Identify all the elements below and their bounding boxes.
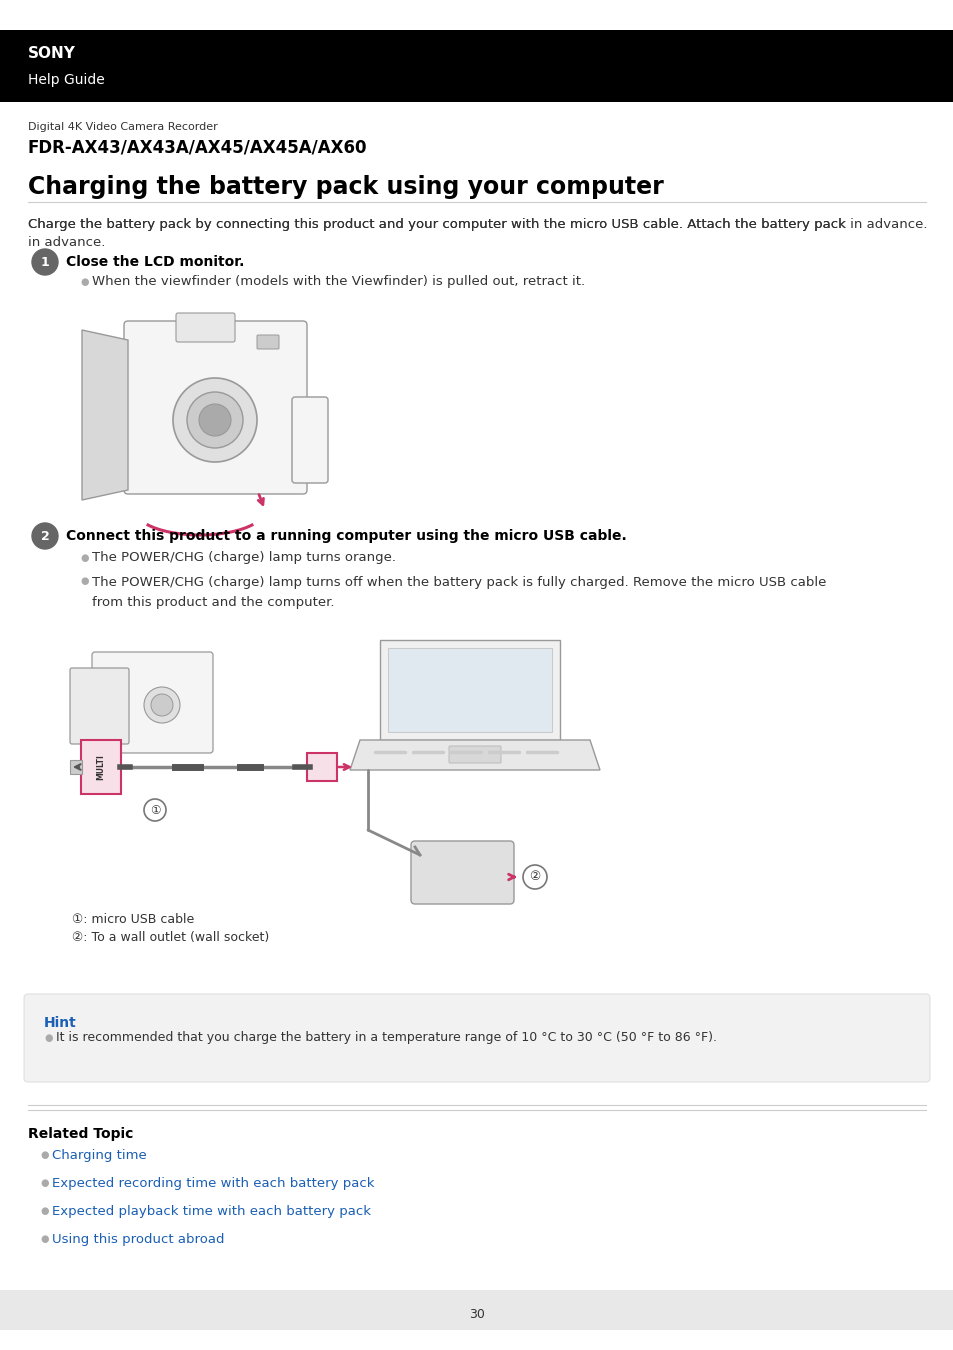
Text: ●: ●: [80, 576, 89, 586]
Text: Expected recording time with each battery pack: Expected recording time with each batter…: [52, 1176, 375, 1189]
Polygon shape: [379, 640, 559, 740]
Polygon shape: [350, 740, 599, 770]
Text: The POWER/CHG (charge) lamp turns orange.: The POWER/CHG (charge) lamp turns orange…: [91, 552, 395, 564]
Text: Help Guide: Help Guide: [28, 73, 105, 86]
Circle shape: [32, 248, 58, 275]
FancyBboxPatch shape: [0, 1291, 953, 1330]
FancyBboxPatch shape: [307, 753, 336, 782]
Circle shape: [172, 378, 256, 462]
Text: Digital 4K Video Camera Recorder: Digital 4K Video Camera Recorder: [28, 122, 217, 132]
Text: ●: ●: [40, 1206, 49, 1216]
Circle shape: [187, 392, 243, 448]
Text: Related Topic: Related Topic: [28, 1127, 133, 1141]
Text: Charging time: Charging time: [52, 1149, 147, 1161]
FancyBboxPatch shape: [70, 668, 129, 744]
Text: ●: ●: [80, 554, 89, 563]
FancyBboxPatch shape: [0, 30, 953, 103]
Circle shape: [522, 865, 546, 890]
Text: ①: ①: [150, 803, 160, 817]
FancyBboxPatch shape: [175, 313, 234, 342]
Circle shape: [151, 694, 172, 716]
FancyBboxPatch shape: [449, 747, 500, 763]
Text: ●: ●: [40, 1150, 49, 1160]
Text: in advance.: in advance.: [28, 236, 105, 248]
FancyBboxPatch shape: [70, 760, 82, 774]
Circle shape: [144, 799, 166, 821]
Text: The POWER/CHG (charge) lamp turns off when the battery pack is fully charged. Re: The POWER/CHG (charge) lamp turns off wh…: [91, 576, 825, 589]
Text: ●: ●: [40, 1234, 49, 1243]
FancyBboxPatch shape: [256, 335, 278, 350]
Text: Expected playback time with each battery pack: Expected playback time with each battery…: [52, 1204, 371, 1218]
Text: ●: ●: [80, 277, 89, 288]
Text: Charging the battery pack using your computer: Charging the battery pack using your com…: [28, 176, 663, 198]
Text: ②: To a wall outlet (wall socket): ②: To a wall outlet (wall socket): [71, 931, 269, 944]
Text: ②: ②: [529, 871, 540, 883]
Text: from this product and the computer.: from this product and the computer.: [91, 595, 335, 609]
Text: ●: ●: [40, 1179, 49, 1188]
Text: Charge the battery pack by connecting this product and your computer with the mi: Charge the battery pack by connecting th…: [28, 217, 845, 231]
Text: MULTI: MULTI: [96, 755, 106, 780]
Text: 2: 2: [41, 529, 50, 543]
Text: Using this product abroad: Using this product abroad: [52, 1233, 224, 1246]
FancyBboxPatch shape: [91, 652, 213, 753]
Circle shape: [199, 404, 231, 436]
FancyBboxPatch shape: [81, 740, 121, 794]
FancyBboxPatch shape: [292, 397, 328, 483]
Text: 30: 30: [469, 1308, 484, 1322]
FancyBboxPatch shape: [411, 841, 514, 904]
Text: SONY: SONY: [28, 46, 76, 62]
Text: ①: micro USB cable: ①: micro USB cable: [71, 913, 194, 926]
Text: It is recommended that you charge the battery in a temperature range of 10 °C to: It is recommended that you charge the ba…: [56, 1031, 717, 1045]
Text: FDR-AX43/AX43A/AX45/AX45A/AX60: FDR-AX43/AX43A/AX45/AX45A/AX60: [28, 138, 367, 157]
Text: Close the LCD monitor.: Close the LCD monitor.: [66, 255, 244, 269]
Polygon shape: [82, 329, 128, 500]
Text: 1: 1: [41, 255, 50, 269]
Polygon shape: [388, 648, 552, 732]
Text: ●: ●: [44, 1033, 52, 1044]
Text: Charge the battery pack by connecting this product and your computer with the mi: Charge the battery pack by connecting th…: [28, 217, 926, 231]
Circle shape: [144, 687, 180, 724]
FancyBboxPatch shape: [124, 321, 307, 494]
Text: Connect this product to a running computer using the micro USB cable.: Connect this product to a running comput…: [66, 529, 626, 543]
Text: When the viewfinder (models with the Viewfinder) is pulled out, retract it.: When the viewfinder (models with the Vie…: [91, 275, 584, 289]
FancyBboxPatch shape: [24, 994, 929, 1081]
Circle shape: [32, 522, 58, 549]
Text: Hint: Hint: [44, 1017, 76, 1030]
